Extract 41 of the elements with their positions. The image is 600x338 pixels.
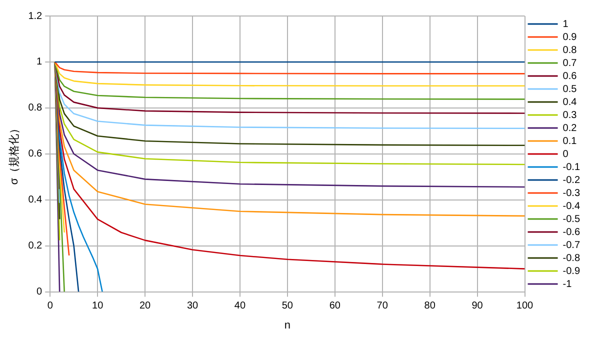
legend-label: 1 bbox=[562, 18, 569, 30]
legend-label: -0.5 bbox=[562, 214, 580, 225]
y-tick-label: 0 bbox=[36, 286, 43, 298]
legend-label: -0.8 bbox=[562, 252, 580, 264]
legend-label: -0.7 bbox=[562, 240, 580, 251]
y-tick-label: 1 bbox=[36, 56, 43, 68]
legend-label: 0 bbox=[562, 148, 569, 160]
y-axis-title: σ（規格化） bbox=[8, 123, 21, 185]
y-tick-label: 0.6 bbox=[28, 148, 43, 160]
x-tick-label: 60 bbox=[329, 300, 341, 312]
x-tick-label: 80 bbox=[424, 300, 436, 312]
y-tick-label: 0.2 bbox=[28, 240, 43, 252]
legend-label: -0.6 bbox=[562, 226, 580, 238]
legend-label: 0.1 bbox=[562, 136, 578, 147]
legend-label: 0.5 bbox=[562, 84, 578, 95]
legend-label: 0.9 bbox=[562, 32, 578, 43]
legend-label: -1 bbox=[562, 278, 572, 290]
legend-label: 0.4 bbox=[562, 96, 578, 108]
x-axis-title: n bbox=[284, 319, 290, 332]
x-tick-label: 20 bbox=[139, 300, 152, 312]
x-tick-label: 10 bbox=[92, 300, 104, 312]
legend-label: 0.3 bbox=[562, 110, 578, 121]
legend-label: -0.2 bbox=[562, 174, 580, 186]
y-tick-label: 0.8 bbox=[28, 102, 43, 114]
legend-label: 0.7 bbox=[562, 58, 578, 69]
legend-label: -0.1 bbox=[562, 162, 580, 173]
x-tick-label: 90 bbox=[472, 300, 484, 312]
x-tick-label: 50 bbox=[282, 300, 294, 312]
x-tick-label: 70 bbox=[376, 300, 388, 312]
legend-label: -0.3 bbox=[562, 188, 580, 199]
legend-label: -0.9 bbox=[562, 266, 580, 277]
legend-label: 0.8 bbox=[562, 44, 578, 56]
y-tick-label: 0.4 bbox=[28, 194, 43, 206]
x-tick-label: 100 bbox=[516, 300, 534, 312]
x-tick-label: 40 bbox=[234, 300, 246, 312]
legend-label: 0.6 bbox=[562, 70, 578, 82]
x-tick-label: 0 bbox=[47, 300, 54, 312]
y-tick-label: 1.2 bbox=[28, 10, 43, 22]
legend-label: 0.2 bbox=[562, 122, 578, 134]
x-tick-label: 30 bbox=[186, 300, 198, 312]
legend-label: -0.4 bbox=[562, 200, 580, 212]
